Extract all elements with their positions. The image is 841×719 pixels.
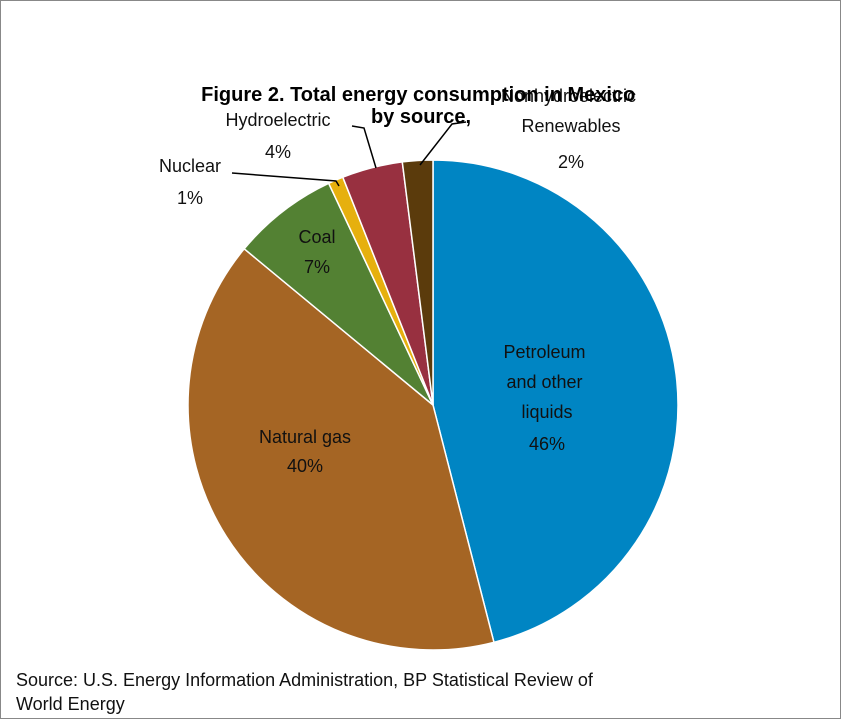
- pie: [187, 159, 679, 651]
- slice: [243, 182, 434, 406]
- slice-label: Natural gas: [259, 427, 351, 447]
- leader-line: [419, 121, 467, 166]
- leader-line: [351, 125, 377, 169]
- slice-label: Nonhydroelectric Renewables: [501, 86, 641, 136]
- leader-line: [231, 172, 340, 187]
- value-label: 1%: [177, 188, 203, 208]
- slice: [401, 159, 434, 406]
- value-label: 7%: [304, 257, 330, 277]
- slice-label: Hydroelectric: [225, 110, 330, 130]
- value-label: 40%: [287, 456, 323, 476]
- slice-label: Petroleum and other liquids: [503, 342, 590, 422]
- slice-label: Nuclear: [159, 156, 221, 176]
- chart-title: Figure 2. Total energy consumption in Me…: [201, 84, 641, 128]
- value-label: 46%: [529, 434, 565, 454]
- labels: Petroleum and other liquids 46% Natural ga…: [159, 86, 641, 476]
- slice: [432, 159, 679, 644]
- slice-label: Coal: [298, 227, 335, 247]
- value-label: 2%: [558, 152, 584, 172]
- value-label: 4%: [265, 142, 291, 162]
- slice: [187, 247, 495, 651]
- source: Source: U.S. Energy Information Administ…: [16, 670, 598, 714]
